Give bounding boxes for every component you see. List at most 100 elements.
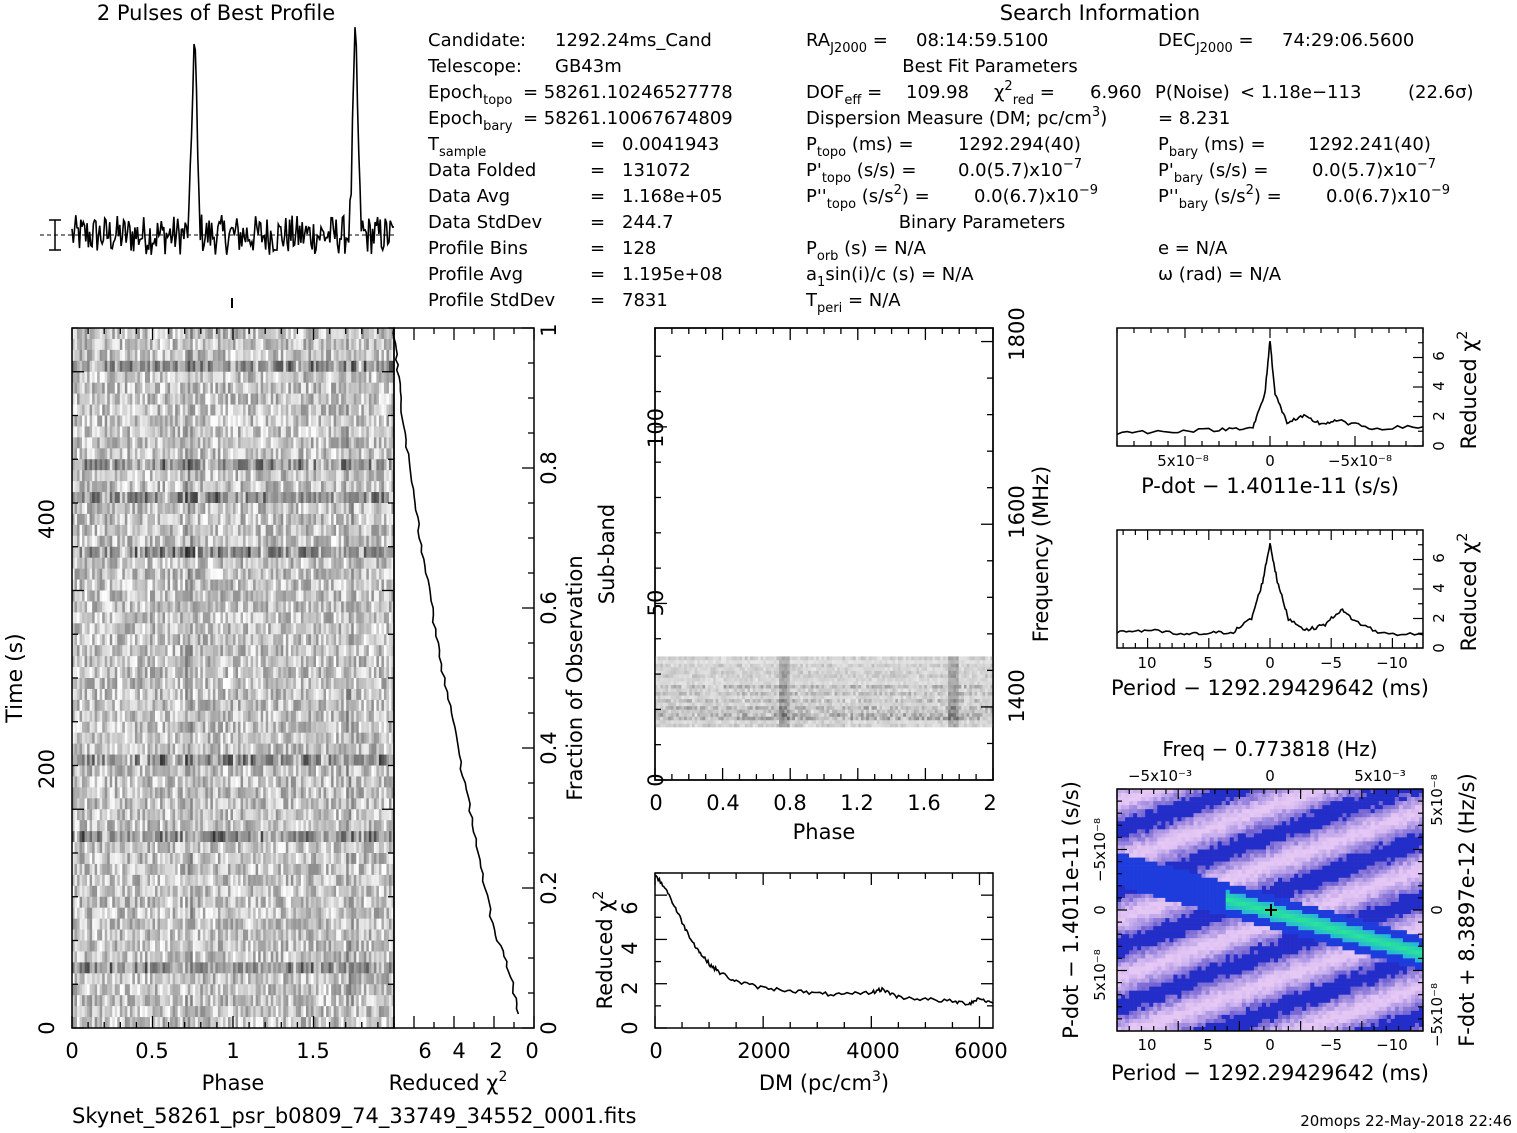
time-phase-cell [97, 535, 100, 548]
time-phase-cell [323, 667, 327, 679]
binary-title: Binary Parameters [899, 212, 1066, 233]
time-phase-cell [205, 349, 209, 362]
time-phase-cell [378, 503, 382, 515]
time-phase-cell [233, 557, 236, 569]
time-phase-cell [310, 349, 314, 362]
time-phase-cell [255, 557, 259, 569]
time-phase-cell [205, 524, 209, 537]
time-phase-cell [371, 328, 375, 340]
time-phase-cell [260, 710, 264, 723]
time-phase-cell [102, 590, 106, 602]
time-phase-cell [285, 328, 289, 340]
time-phase-cell [202, 349, 206, 362]
time-phase-cell [200, 470, 204, 482]
time-phase-cell [225, 546, 229, 558]
time-phase-cell [305, 524, 309, 537]
time-phase-cell [137, 338, 141, 351]
time-phase-cell [391, 448, 395, 460]
time-phase-cell [144, 513, 148, 526]
time-phase-cell [182, 699, 186, 712]
time-phase-cell [293, 678, 297, 690]
time-phase-cell [139, 448, 143, 460]
time-phase-cell [278, 349, 282, 362]
time-phase-cell [278, 328, 282, 340]
time-phase-cell [253, 557, 256, 569]
time-phase-cell [358, 524, 362, 537]
time-phase-cell [273, 338, 277, 351]
time-phase-cell [285, 557, 289, 569]
time-phase-cell [202, 546, 206, 558]
time-phase-cell [258, 568, 261, 580]
time-phase-cell [250, 645, 254, 657]
time-phase-cell [280, 393, 284, 405]
time-phase-cell [270, 645, 274, 657]
time-phase-cell [341, 557, 344, 569]
time-phase-cell [318, 382, 322, 394]
time-phase-cell [225, 612, 229, 624]
time-phase-cell [77, 601, 80, 613]
time-phase-cell [383, 645, 387, 657]
time-phase-cell [331, 568, 334, 580]
time-phase-cell [280, 470, 284, 482]
time-phase-cell [104, 656, 108, 668]
time-phase-cell [310, 524, 314, 537]
time-phase-cell [122, 612, 126, 624]
time-phase-cell [119, 448, 123, 460]
time-phase-cell [346, 732, 350, 744]
time-phase-cell [361, 492, 365, 504]
time-phase-cell [109, 612, 113, 624]
time-phase-cell [92, 546, 95, 558]
time-phase-cell [162, 590, 166, 602]
time-phase-cell [253, 382, 256, 394]
time-phase-cell [361, 732, 365, 744]
time-phase-cell [300, 371, 304, 383]
time-phase-cell [177, 732, 181, 744]
time-phase-cell [278, 371, 282, 383]
time-phase-cell [149, 328, 153, 340]
time-phase-cell [250, 492, 254, 504]
time-phase-cell [92, 513, 95, 526]
time-phase-cell [162, 678, 166, 690]
time-phase-cell [210, 656, 214, 668]
time-phase-cell [82, 688, 85, 701]
time-phase-cell [222, 404, 226, 416]
time-phase-cell [300, 678, 304, 690]
time-phase-cell [243, 415, 246, 427]
time-phase-cell [82, 404, 85, 416]
time-phase-cell [180, 721, 183, 733]
time-phase-cell [268, 645, 272, 657]
time-phase-cell [112, 470, 116, 482]
time-phase-cell [172, 656, 176, 668]
time-phase-cell [79, 459, 83, 471]
time-phase-cell [388, 524, 392, 537]
time-phase-cell [283, 349, 287, 362]
time-phase-cell [139, 415, 143, 427]
time-phase-cell [94, 492, 98, 504]
time-phase-cell [366, 568, 370, 580]
time-phase-cell [104, 338, 108, 351]
time-phase-cell [132, 415, 136, 427]
time-phase-cell [225, 503, 229, 515]
time-phase-cell [74, 546, 78, 558]
time-phase-cell [391, 349, 395, 362]
time-phase-cell [258, 415, 261, 427]
time-phase-cell [313, 338, 317, 351]
time-phase-cell [175, 678, 178, 690]
time-phase-cell [356, 732, 360, 744]
time-phase-cell [195, 481, 199, 493]
time-phase-cell [230, 492, 234, 504]
time-phase-cell [368, 688, 372, 701]
time-phase-cell [270, 524, 274, 537]
time-phase-cell [356, 426, 360, 438]
time-phase-cell [180, 710, 183, 723]
time-phase-cell [278, 634, 282, 646]
time-phase-cell [361, 634, 365, 646]
time-phase-cell [149, 568, 153, 580]
time-phase-cell [129, 688, 133, 701]
time-phase-cell [245, 645, 249, 657]
time-phase-cell [278, 535, 282, 548]
time-phase-cell [373, 437, 377, 449]
time-phase-cell [147, 732, 151, 744]
time-phase-cell [144, 645, 148, 657]
time-phase-cell [361, 481, 365, 493]
